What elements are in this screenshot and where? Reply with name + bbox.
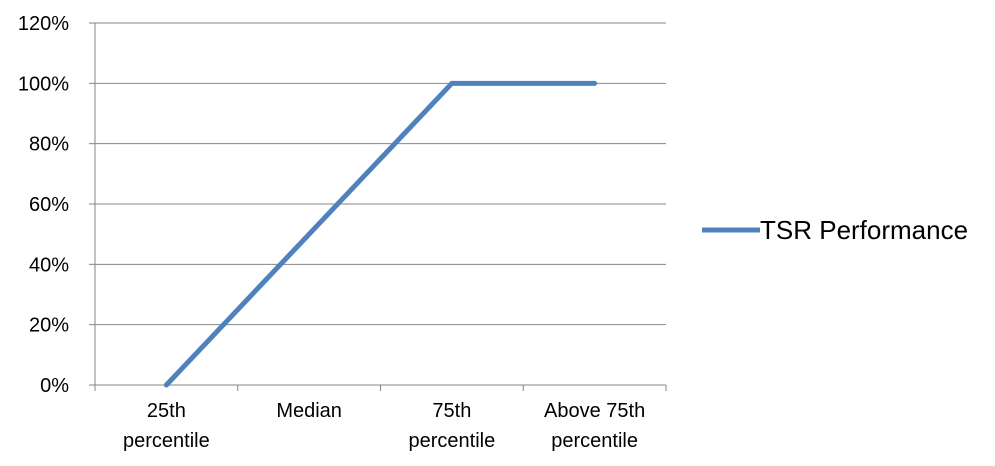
x-tick-label-line: Above 75th xyxy=(544,400,645,422)
y-tick-label: 40% xyxy=(29,254,69,276)
y-tick-label: 0% xyxy=(40,375,69,397)
data-point xyxy=(163,382,169,388)
x-tick-label: 75th percentile xyxy=(409,400,496,452)
x-tick-label-line: 75th xyxy=(432,400,471,422)
label-layer: 0% 20% 40% 60% 80% 100% 120% 25th percentile Medi… xyxy=(18,13,645,452)
x-tick-label-line: percentile xyxy=(551,430,638,452)
data-point xyxy=(592,80,598,86)
x-tick-label-line: Median xyxy=(276,400,342,422)
axis-layer xyxy=(89,22,667,391)
series-line-0 xyxy=(164,80,595,387)
data-point xyxy=(306,231,312,237)
x-tick-label-line: percentile xyxy=(123,430,210,452)
x-tick-label-line: percentile xyxy=(409,430,496,452)
data-point xyxy=(449,80,455,86)
y-tick-label: 100% xyxy=(18,73,69,95)
series-layer xyxy=(163,80,598,388)
y-tick-label: 60% xyxy=(29,194,69,216)
x-tick-label: Median xyxy=(276,400,342,422)
grid-layer xyxy=(95,22,666,386)
y-tick-label: 80% xyxy=(29,134,69,156)
legend-label: TSR Performance xyxy=(760,215,968,245)
x-tick-label: Above 75th percentile xyxy=(544,400,645,452)
y-tick-label: 120% xyxy=(18,13,69,35)
x-tick-label: 25th percentile xyxy=(123,400,210,452)
y-tick-label: 20% xyxy=(29,315,69,337)
legend: TSR Performance xyxy=(702,215,968,245)
x-tick-label-line: 25th xyxy=(147,400,186,422)
